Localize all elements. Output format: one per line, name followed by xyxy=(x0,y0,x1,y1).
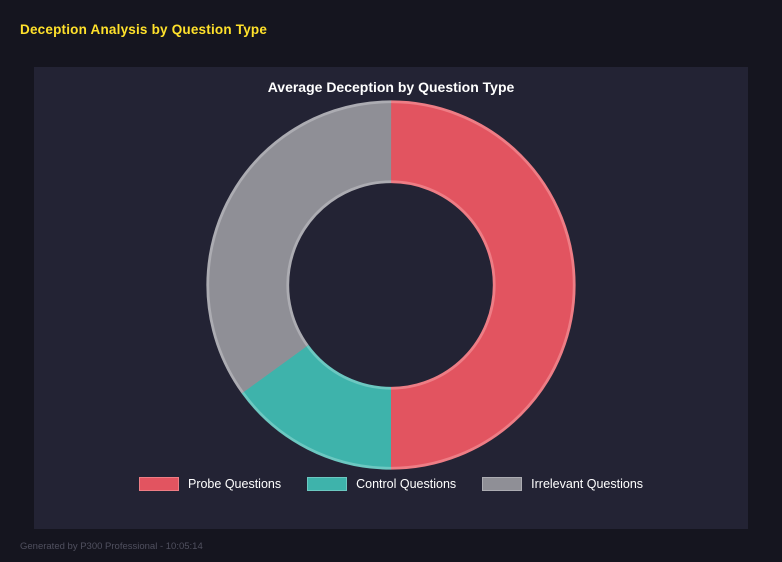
legend-item[interactable]: Irrelevant Questions xyxy=(482,477,643,491)
donut-chart[interactable] xyxy=(205,99,577,471)
page-title: Deception Analysis by Question Type xyxy=(20,22,268,37)
chart-legend: Probe Questions Control Questions Irreleva… xyxy=(138,477,643,491)
legend-label: Probe Questions xyxy=(187,477,282,491)
legend-swatch xyxy=(138,477,179,491)
legend-label: Irrelevant Questions xyxy=(531,477,644,491)
legend-item[interactable]: Probe Questions xyxy=(138,477,282,491)
legend-label: Control Questions xyxy=(356,477,457,491)
legend-swatch xyxy=(482,477,523,491)
footer-text: Generated by P300 Professional - 10:05:1… xyxy=(20,541,203,552)
donut-segment-2[interactable] xyxy=(209,103,573,467)
legend-swatch xyxy=(307,477,348,491)
chart-title: Average Deception by Question Type xyxy=(267,79,515,95)
chart-panel: Average Deception by Question Type Probe… xyxy=(34,67,748,529)
legend-item[interactable]: Control Questions xyxy=(307,477,456,491)
